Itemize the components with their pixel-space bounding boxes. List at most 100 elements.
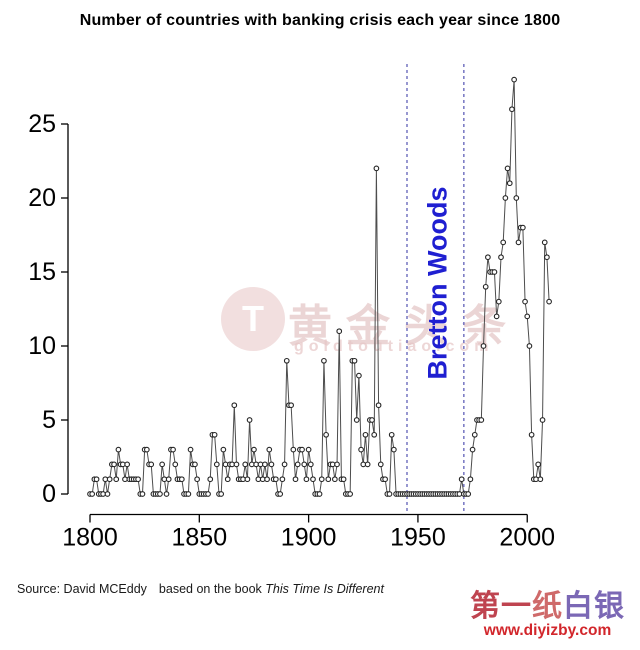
data-point <box>544 254 550 261</box>
data-point <box>377 461 384 468</box>
data-point <box>458 476 465 483</box>
data-point <box>478 417 485 423</box>
data-point <box>371 431 378 438</box>
bretton-woods-label: Bretton Woods <box>422 187 452 380</box>
data-point <box>522 298 528 305</box>
chart-title: Number of countries with banking crisis … <box>79 12 561 29</box>
x-tick-label: 1950 <box>390 524 446 552</box>
data-point <box>139 491 146 497</box>
data-point <box>224 476 231 483</box>
data-point <box>323 431 329 438</box>
data-point <box>272 476 279 483</box>
source-book-title: This Time Is Different <box>265 582 384 596</box>
data-point <box>369 417 375 423</box>
data-point <box>268 461 275 468</box>
data-point <box>111 461 117 468</box>
data-point <box>290 446 297 453</box>
data-point <box>356 372 362 379</box>
data-point <box>262 461 268 468</box>
watermark-text: 黄金头条 <box>288 302 520 351</box>
data-point <box>299 446 305 453</box>
data-point <box>504 165 511 172</box>
y-tick-label: 20 <box>28 184 56 212</box>
data-point <box>336 328 343 335</box>
data-point <box>157 491 163 497</box>
data-point <box>89 491 96 497</box>
y-tick-label: 25 <box>28 110 56 138</box>
brand-name-part2: 纸 <box>532 590 563 623</box>
data-point <box>465 491 472 497</box>
data-point <box>539 417 546 423</box>
data-point <box>205 491 211 497</box>
data-point <box>358 446 364 453</box>
data-point <box>498 254 504 261</box>
data-point <box>277 491 284 497</box>
data-point <box>294 461 301 468</box>
data-point <box>493 313 500 320</box>
data-point <box>316 491 323 497</box>
watermark-subtext: goldtoutiao.com <box>294 338 494 355</box>
data-point <box>469 446 476 453</box>
source-based-text: based on the book <box>158 582 262 596</box>
y-tick-label: 15 <box>28 258 56 286</box>
data-point <box>242 461 249 468</box>
data-point <box>318 476 325 483</box>
data-point <box>233 461 240 468</box>
data-point <box>307 461 314 468</box>
data-point <box>124 461 131 468</box>
data-point <box>115 446 122 453</box>
data-point <box>135 476 141 483</box>
data-point <box>485 254 491 261</box>
data-point <box>113 476 120 483</box>
x-tick-label: 1850 <box>171 524 227 552</box>
data-point <box>104 491 111 497</box>
data-point <box>231 402 238 409</box>
data-point <box>500 239 507 246</box>
data-point <box>353 417 360 423</box>
data-point <box>303 476 310 483</box>
data-point <box>520 224 526 231</box>
data-point <box>502 195 509 201</box>
data-point <box>172 461 179 468</box>
data-point <box>148 461 155 468</box>
data-point <box>546 298 552 305</box>
data-point <box>347 491 354 497</box>
y-tick-label: 0 <box>42 480 56 508</box>
data-point <box>207 476 214 483</box>
data-point <box>93 476 100 483</box>
data-point <box>373 165 380 172</box>
data-point <box>211 431 218 438</box>
x-tick-label: 1800 <box>62 524 118 552</box>
data-point <box>471 431 478 438</box>
data-point <box>364 461 371 468</box>
site-brand-name: 第一纸白银 <box>470 591 625 623</box>
data-point <box>506 180 513 187</box>
data-point <box>537 476 544 483</box>
data-point <box>266 446 273 453</box>
data-point <box>332 476 338 483</box>
data-point <box>391 446 397 453</box>
site-brand: 第一纸白银 www.diyizby.com <box>470 591 625 639</box>
data-point <box>513 195 520 201</box>
data-point <box>325 476 332 483</box>
data-point <box>170 446 176 453</box>
series-line <box>90 79 550 495</box>
data-point <box>528 431 535 438</box>
data-point <box>251 446 257 453</box>
data-point <box>351 357 358 364</box>
data-point <box>281 461 288 468</box>
data-point <box>178 476 185 483</box>
data-point <box>185 491 192 497</box>
source-label: Source: David MCEddy <box>17 582 147 596</box>
data-point <box>264 476 270 483</box>
data-point <box>340 476 347 483</box>
data-point <box>524 313 531 320</box>
data-point <box>292 476 299 483</box>
data-point <box>382 476 388 483</box>
brand-name-part3: 白银 <box>563 590 625 623</box>
data-point <box>491 269 498 275</box>
data-point <box>480 343 487 349</box>
data-point <box>535 461 542 468</box>
data-point <box>165 476 172 483</box>
